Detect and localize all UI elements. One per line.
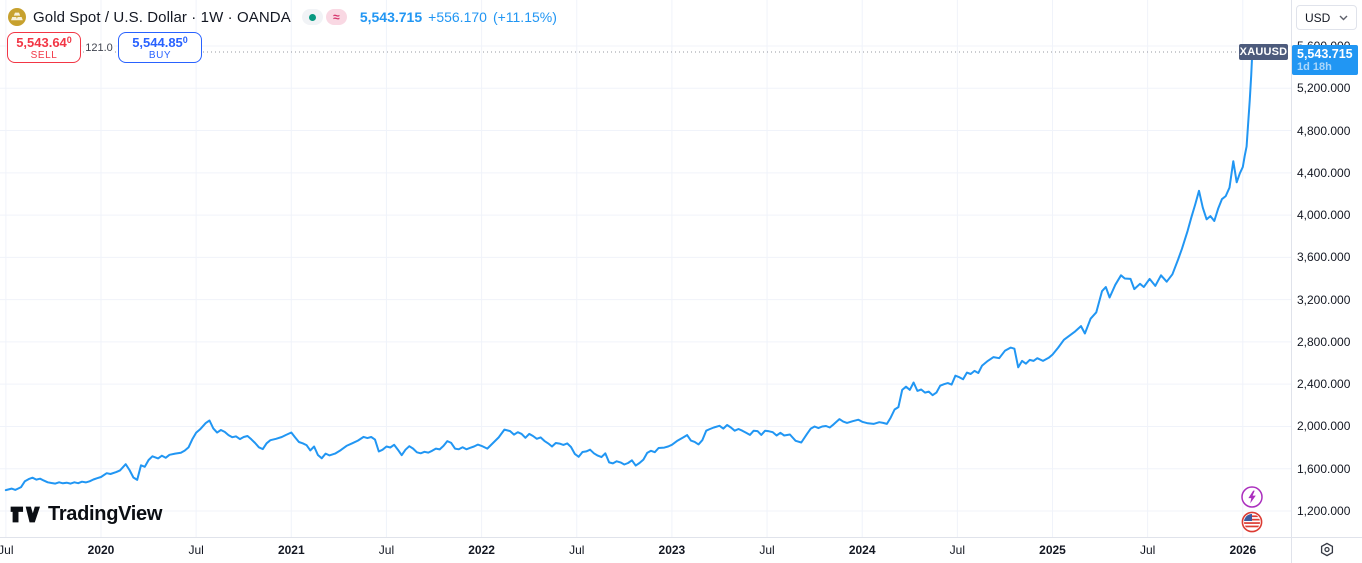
buy-price: 5,544.850	[132, 35, 188, 50]
time-tick-label: 2026	[1229, 543, 1257, 557]
price-tick-label: 2,400.000	[1297, 377, 1351, 392]
price-tick-label: 3,600.000	[1297, 250, 1351, 265]
currency-label: USD	[1305, 10, 1331, 25]
last-price-tag-value: 5,543.715	[1297, 46, 1353, 61]
time-tick-label: 2023	[658, 543, 686, 557]
scale-settings-corner[interactable]	[1292, 537, 1362, 563]
chevron-down-icon	[1339, 15, 1348, 20]
symbol-price-tag: XAUUSD	[1239, 43, 1288, 60]
price-tick-label: 5,200.000	[1297, 81, 1351, 96]
tradingview-logo-text: TradingView	[48, 503, 163, 525]
sell-price: 5,543.640	[16, 35, 72, 50]
economic-events-button[interactable]	[1241, 511, 1263, 533]
sell-button[interactable]: 5,543.640 SELL	[7, 32, 81, 63]
sell-label: SELL	[30, 50, 58, 61]
gold-symbol-icon	[8, 8, 26, 26]
price-tick-label: 4,800.000	[1297, 123, 1351, 138]
time-tick-label: Jul	[949, 543, 966, 557]
symbol-title[interactable]: Gold Spot / U.S. Dollar · 1W · OANDA	[33, 8, 291, 26]
approx-icon: ≈	[333, 10, 340, 24]
last-quote: 5,543.715 +556.170 (+11.15%)	[360, 9, 557, 25]
last-price-tag: 5,543.715 1d 18h	[1292, 44, 1358, 75]
status-badges: ≈	[301, 9, 347, 25]
lightning-icon	[1241, 486, 1263, 508]
synthetic-data-badge[interactable]: ≈	[325, 9, 347, 25]
time-tick-label: 2025	[1039, 543, 1066, 557]
buy-button[interactable]: 5,544.850 BUY	[118, 32, 202, 63]
time-tick-label: Jul	[759, 543, 775, 557]
bar-countdown: 1d 18h	[1297, 60, 1332, 73]
scale-settings-icon	[1320, 542, 1334, 557]
price-change-percent: (+11.15%)	[492, 9, 557, 25]
us-flag-icon	[1241, 511, 1263, 533]
time-scale[interactable]: Jul 2020 Jul 2021 Jul 2022 Jul 2023 Jul 2024 Jul 20…	[0, 537, 1292, 563]
price-line-series	[4, 50, 1254, 492]
time-tick-label: 2024	[848, 543, 876, 557]
spread-value: 121.0	[84, 41, 114, 55]
time-tick-label: 2020	[87, 543, 115, 557]
instant-trading-button[interactable]	[1241, 486, 1263, 508]
market-open-badge[interactable]	[301, 9, 323, 25]
currency-selector[interactable]: USD	[1296, 5, 1357, 30]
time-tick-label: Jul	[0, 543, 14, 557]
buy-label: BUY	[148, 50, 172, 61]
price-tick-label: 1,200.000	[1297, 504, 1351, 518]
price-change: +556.170	[428, 9, 487, 25]
price-tick-label: 2,800.000	[1297, 334, 1351, 349]
time-tick-label: 2022	[468, 543, 495, 557]
price-tick-label: 3,200.000	[1297, 292, 1351, 307]
price-tick-label: 4,400.000	[1297, 165, 1351, 180]
price-tick-label: 2,000.000	[1297, 419, 1351, 434]
time-tick-label: 2021	[277, 543, 305, 557]
chart-header: Gold Spot / U.S. Dollar · 1W · OANDA ≈ 5…	[8, 6, 557, 28]
market-open-dot-icon	[308, 13, 316, 21]
price-tick-label: 4,000.000	[1297, 208, 1351, 223]
time-tick-label: Jul	[569, 543, 585, 557]
time-tick-label: Jul	[188, 543, 204, 557]
tradingview-mark-icon	[10, 506, 40, 523]
time-tick-label: Jul	[1139, 543, 1156, 557]
time-tick-label: Jul	[378, 543, 395, 557]
last-price: 5,543.715	[359, 9, 423, 25]
price-tick-label: 1,600.000	[1297, 461, 1351, 476]
tradingview-logo[interactable]: TradingView	[10, 503, 162, 526]
price-scale[interactable]: 5,600.0005,200.0004,800.0004,400.0004,00…	[1292, 0, 1362, 537]
